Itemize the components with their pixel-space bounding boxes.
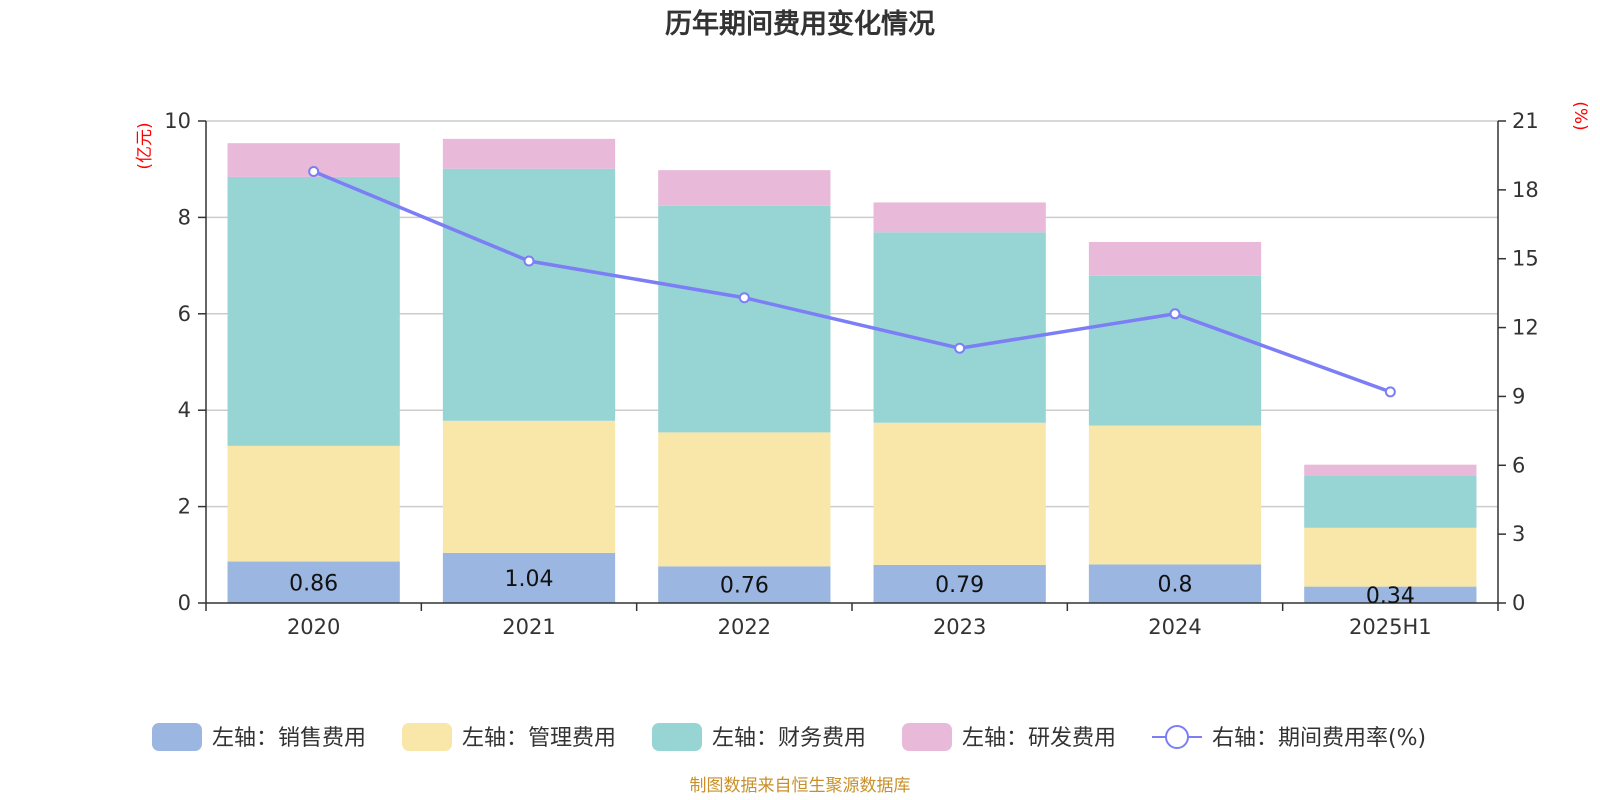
- bar-segment-3: [442, 168, 616, 421]
- left-tick-label: 10: [164, 109, 191, 133]
- bar-segment-3: [227, 176, 400, 446]
- left-axis-unit: (亿元): [135, 122, 155, 169]
- rate-point: [954, 342, 966, 354]
- bar-data-label: 0.34: [1366, 584, 1415, 609]
- bars: [227, 138, 1477, 603]
- rate-point: [308, 165, 320, 177]
- legend-label: 左轴：销售费用: [212, 726, 366, 751]
- legend-swatch-icon: [652, 723, 702, 751]
- left-tick-label: 6: [178, 302, 191, 326]
- bar-segment-4: [442, 138, 616, 169]
- right-tick-label: 12: [1512, 316, 1539, 340]
- right-tick-label: 15: [1512, 247, 1539, 271]
- rate-point: [523, 255, 535, 267]
- left-tick-label: 8: [178, 205, 191, 229]
- x-tick-label: 2024: [1148, 615, 1201, 639]
- bar-segment-1: [658, 566, 831, 603]
- legend-swatch-icon: [152, 723, 202, 751]
- bar-data-label: 0.8: [1158, 573, 1193, 598]
- left-tick-label: 0: [178, 591, 191, 615]
- data-labels: 0.86 1.04 0.76 0.79 0.8 0.34: [289, 567, 1415, 609]
- legend-label: 左轴：财务费用: [712, 726, 866, 751]
- bar-segment-3: [1088, 275, 1262, 426]
- axes: 0 2 4 6 8 10 0 3 6 9 12 15 18 21 2020 2021 2022 2023 2024 2…: [164, 109, 1538, 639]
- bar-segment-2: [442, 420, 616, 553]
- legend-label: 右轴：期间费用率(%): [1212, 726, 1426, 751]
- source-note: 制图数据来自恒生聚源数据库: [690, 776, 911, 796]
- rate-point: [738, 292, 750, 304]
- bar-data-label: 0.86: [289, 571, 338, 596]
- right-tick-label: 0: [1512, 591, 1525, 615]
- bar-segment-4: [1304, 464, 1477, 476]
- x-tick-label: 2023: [933, 615, 986, 639]
- rate-point: [1384, 386, 1396, 398]
- chart-title: 历年期间费用变化情况: [665, 8, 935, 40]
- left-tick-label: 4: [178, 398, 191, 422]
- bar-segment-1: [442, 552, 616, 603]
- x-tick-label: 2021: [502, 615, 555, 639]
- bar-segment-3: [658, 205, 831, 433]
- legend-swatch-icon: [902, 723, 952, 751]
- right-axis-unit: (%): [1570, 101, 1590, 130]
- bar-segment-1: [1088, 564, 1262, 603]
- bar-data-label: 0.76: [720, 574, 769, 599]
- right-tick-label: 9: [1512, 384, 1525, 408]
- x-tick-label: 2020: [287, 615, 340, 639]
- legend-label: 左轴：管理费用: [462, 726, 616, 751]
- bar-segment-2: [1088, 425, 1262, 565]
- legend: 左轴：销售费用 左轴：管理费用 左轴：财务费用 左轴：研发费用 右轴：期间费用率(%): [152, 723, 1426, 751]
- x-tick-label: 2022: [718, 615, 771, 639]
- bar-segment-4: [873, 202, 1046, 233]
- left-tick-label: 2: [178, 495, 191, 519]
- bar-segment-2: [227, 445, 400, 562]
- bar-segment-2: [873, 422, 1046, 565]
- right-tick-label: 18: [1512, 178, 1539, 202]
- bar-segment-3: [873, 232, 1046, 423]
- bar-segment-2: [1304, 527, 1477, 587]
- bar-segment-4: [658, 170, 831, 206]
- bar-segment-1: [1304, 586, 1477, 603]
- legend-label: 左轴：研发费用: [962, 726, 1116, 751]
- bar-segment-1: [873, 564, 1046, 603]
- rate-point: [1169, 308, 1181, 320]
- legend-circle-icon: [1165, 725, 1189, 749]
- bar-segment-4: [1088, 241, 1262, 276]
- bar-segment-2: [658, 432, 831, 567]
- right-tick-label: 21: [1512, 109, 1539, 133]
- x-tick-label: 2025H1: [1349, 615, 1432, 639]
- bar-data-label: 1.04: [505, 567, 554, 592]
- right-tick-label: 3: [1512, 522, 1525, 546]
- bar-segment-1: [227, 561, 400, 603]
- rate-line: [308, 165, 1396, 398]
- bar-data-label: 0.79: [935, 573, 984, 598]
- legend-swatch-icon: [402, 723, 452, 751]
- right-tick-label: 6: [1512, 453, 1525, 477]
- rate-line-path: [312, 169, 1391, 394]
- bar-segment-3: [1304, 475, 1477, 528]
